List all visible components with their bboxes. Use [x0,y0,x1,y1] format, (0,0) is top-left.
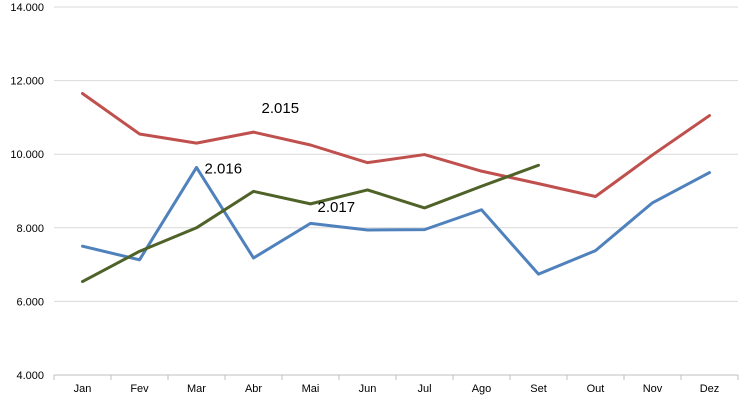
series-label-1: 2.016 [205,160,243,177]
x-tick-label: Mai [302,383,320,395]
y-tick-label: 14.000 [10,2,44,14]
y-tick-label: 12.000 [10,76,44,88]
x-tick-label: Nov [643,383,663,395]
series-label-0: 2.015 [262,100,300,117]
series-lines [81,91,711,284]
gridlines [54,6,738,302]
y-tick-label: 6.000 [16,296,44,308]
x-axis [53,374,739,380]
y-tick-label: 10.000 [10,149,44,161]
x-tick-label: Jan [74,383,92,395]
y-tick-label: 8.000 [16,223,44,235]
series-line-0 [81,91,711,199]
y-tick-labels: 4.000 6.000 8.000 10.000 12.000 14.000 [10,2,44,382]
series-labels: 2.015 2.016 2.017 [205,100,356,216]
x-tick-label: Jun [359,383,377,395]
x-tick-label: Dez [700,383,720,395]
y-tick-label: 4.000 [16,370,44,382]
x-tick-label: Mar [187,383,206,395]
x-tick-label: Fev [130,383,149,395]
x-tick-labels: Jan Fev Mar Abr Mai Jun Jul Ago Set Out Nov Dez [74,383,720,395]
x-tick-label: Jul [417,383,431,395]
x-tick-label: Abr [245,383,262,395]
series-line-2 [81,163,540,284]
x-tick-label: Set [530,383,547,395]
series-label-2: 2.017 [318,199,356,216]
x-tick-label: Out [587,383,605,395]
x-tick-label: Ago [472,383,492,395]
series-line-1 [81,165,711,276]
